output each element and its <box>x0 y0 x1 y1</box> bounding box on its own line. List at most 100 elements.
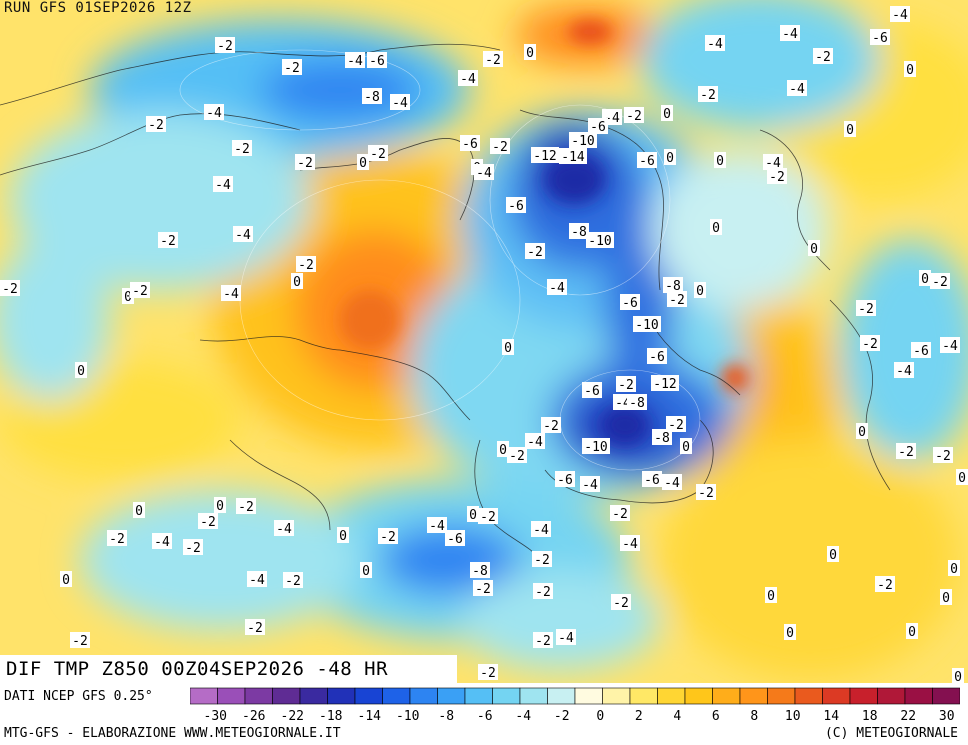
map-value-label: -2 <box>245 619 265 636</box>
map-value-label: -2 <box>215 37 235 54</box>
map-value-label-bg <box>580 476 600 492</box>
map-value-label: 0 <box>714 152 726 169</box>
map-value-label: -4 <box>763 154 783 171</box>
map-value-label: -2 <box>525 243 545 260</box>
legend-swatch <box>712 687 741 705</box>
map-value-label: -2 <box>490 138 510 155</box>
map-value-label-bg <box>763 154 783 170</box>
map-value-label-bg <box>666 416 686 432</box>
map-value-text: -2 <box>698 486 714 501</box>
map-value-label: -4 <box>894 362 914 379</box>
map-value-label: -4 <box>213 176 233 193</box>
map-value-text: -2 <box>200 515 216 530</box>
map-value-label-bg <box>694 282 706 298</box>
map-value-label-bg <box>274 520 294 536</box>
map-value-text: -12 <box>653 377 676 392</box>
legend-tick-label: -8 <box>438 709 454 724</box>
legend-tick-label: -18 <box>319 709 342 724</box>
legend-swatch <box>354 687 383 705</box>
run-title: RUN GFS 01SEP2026 12Z <box>4 0 192 16</box>
map-value-text: -6 <box>584 384 600 399</box>
map-value-label-bg <box>633 316 661 332</box>
map-value-text: -4 <box>582 478 598 493</box>
map-value-label-bg <box>502 339 514 355</box>
legend-swatch <box>217 687 246 705</box>
map-value-text: 0 <box>906 63 914 78</box>
map-value-label: -2 <box>0 280 20 297</box>
map-value-text: 0 <box>359 156 367 171</box>
map-value-label: 0 <box>948 560 960 577</box>
map-value-text: -4 <box>206 106 222 121</box>
map-value-text: -4 <box>215 178 231 193</box>
map-value-label: -4 <box>787 80 807 97</box>
map-value-label: 0 <box>502 339 514 356</box>
map-value-label-bg <box>295 154 315 170</box>
map-value-text: -10 <box>635 318 658 333</box>
map-value-label: -2 <box>930 273 950 290</box>
map-value-text: -2 <box>185 541 201 556</box>
map-value-label: 0 <box>956 469 968 486</box>
map-value-text: -2 <box>475 582 491 597</box>
map-value-label: -2 <box>896 443 916 460</box>
map-value-label-bg <box>705 35 725 51</box>
map-value-label-bg <box>904 61 916 77</box>
map-value-text: -4 <box>533 523 549 538</box>
map-value-text: -4 <box>392 96 408 111</box>
map-value-label-bg <box>533 583 553 599</box>
map-value-label: -2 <box>296 256 316 273</box>
map-value-label: -6 <box>647 348 667 365</box>
map-value-label-bg <box>390 94 410 110</box>
map-value-label: -4 <box>620 535 640 552</box>
map-value-text: -4 <box>460 72 476 87</box>
map-value-label: -2 <box>616 376 636 393</box>
map-value-label-bg <box>357 154 369 170</box>
map-value-label-bg <box>296 256 316 272</box>
map-value-label-bg <box>506 197 526 213</box>
map-value-label-bg <box>616 376 636 392</box>
map-value-text: -4 <box>249 573 265 588</box>
map-value-label-bg <box>661 105 673 121</box>
map-value-label-bg <box>940 337 960 353</box>
map-value-label-bg <box>221 285 241 301</box>
legend-tick-label: 4 <box>673 709 681 724</box>
map-value-label-bg <box>582 382 602 398</box>
map-value-label-bg <box>894 362 914 378</box>
map-value-text: -2 <box>2 282 18 297</box>
map-value-label: -2 <box>933 447 953 464</box>
map-value-label: -6 <box>445 530 465 547</box>
map-value-label-bg <box>213 176 233 192</box>
map-value-label-bg <box>906 623 918 639</box>
legend-swatch <box>822 687 851 705</box>
map-value-text: -2 <box>527 245 543 260</box>
map-value-text: -6 <box>557 473 573 488</box>
map-value-label: -2 <box>666 416 686 433</box>
map-value-label: -2 <box>130 282 150 299</box>
map-value-label-bg <box>483 51 503 67</box>
map-value-text: 0 <box>716 154 724 169</box>
map-value-text: 0 <box>786 626 794 641</box>
map-value-label: -4 <box>427 517 447 534</box>
map-value-label-bg <box>473 580 493 596</box>
map-value-label: -6 <box>506 197 526 214</box>
map-value-text: -4 <box>235 228 251 243</box>
map-value-label-bg <box>247 571 267 587</box>
map-value-label-bg <box>70 632 90 648</box>
map-value-label-bg <box>620 294 640 310</box>
map-value-label-bg <box>0 280 20 296</box>
map-value-text: 0 <box>810 242 818 257</box>
footer-copyright: (C) METEOGIORNALE <box>824 726 958 741</box>
map-value-label-bg <box>714 152 726 168</box>
map-value-label: -6 <box>555 471 575 488</box>
legend-swatch <box>519 687 548 705</box>
map-value-label-bg <box>948 560 960 576</box>
map-value-text: -4 <box>347 54 363 69</box>
map-value-label-bg <box>555 471 575 487</box>
map-value-label-bg <box>663 277 683 293</box>
map-value-text: 0 <box>682 440 690 455</box>
map-value-text: -6 <box>872 31 888 46</box>
map-value-label-bg <box>870 29 890 45</box>
map-value-label-bg <box>458 70 478 86</box>
map-value-text: 0 <box>666 151 674 166</box>
legend-tick-label: -4 <box>515 709 531 724</box>
map-value-label-bg <box>215 37 235 53</box>
